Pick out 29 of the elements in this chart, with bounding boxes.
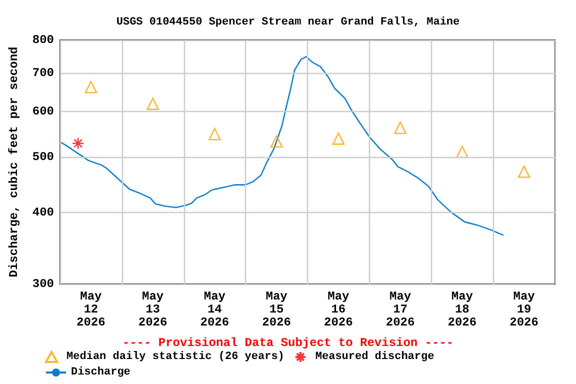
x-tick-label: May 15 2026 [262, 290, 291, 330]
y-tick-label: 800 [32, 33, 54, 47]
y-tick-label: 300 [32, 277, 54, 291]
point [146, 98, 159, 110]
point [208, 128, 221, 140]
x-tick-label: May 17 2026 [386, 290, 415, 330]
x-tick-label: May 13 2026 [138, 290, 168, 330]
y-tick-label: 500 [32, 150, 54, 164]
y-tick-label: 400 [32, 205, 54, 220]
y-axis-title: Discharge, cubic feet per second [7, 46, 21, 278]
x-tick-label: May 14 2026 [200, 290, 230, 330]
point [72, 137, 84, 150]
text: ---- Provisional Data Subject to Revision ---- [122, 336, 454, 350]
point [84, 80, 98, 94]
point [518, 166, 530, 178]
line-series [59, 56, 504, 236]
legend-label: Measured discharge [315, 351, 435, 363]
x-tick-label: May 18 2026 [448, 290, 477, 330]
point [332, 132, 345, 145]
legend-label: Discharge [71, 366, 131, 378]
legend-label: Median daily statistic (26 years) [66, 351, 284, 363]
point [394, 122, 406, 134]
y-tick-label: 600 [32, 104, 54, 119]
x-tick-label: May 16 2026 [324, 290, 353, 330]
chart-title: USGS 01044550 Spencer Stream near Grand Falls, Maine [116, 16, 460, 28]
x-tick-label: May 19 2026 [510, 290, 538, 330]
point [270, 135, 283, 148]
x-tick-label: May 12 2026 [76, 290, 106, 330]
y-tick-label: 700 [32, 66, 54, 80]
